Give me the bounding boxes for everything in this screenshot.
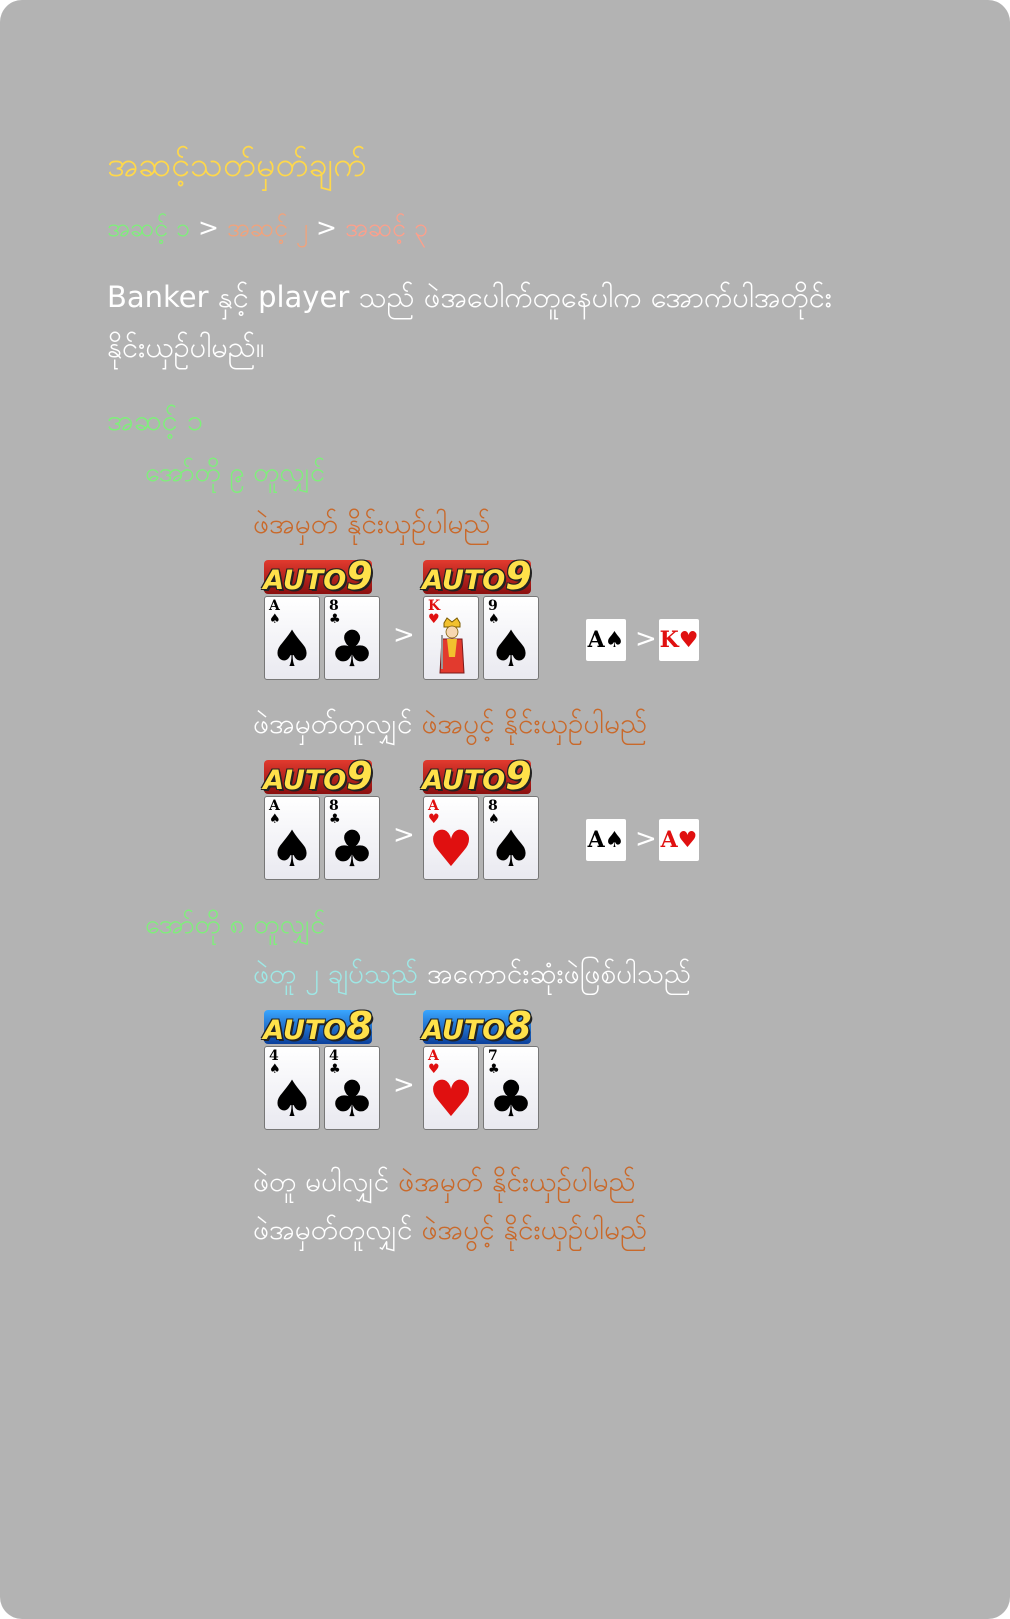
page-title: အဆင့်သတ်မှတ်ချက် <box>107 145 367 185</box>
club-icon: ♣ <box>329 1070 375 1128</box>
playing-card: 8 ♣ ♣ <box>324 796 380 880</box>
greater-than-sign: > <box>393 1070 415 1100</box>
spade-icon: ♠ <box>269 1070 315 1128</box>
auto9-heading: အော်တို ၉ တူလျှင် <box>145 457 326 488</box>
club-icon: ♣ <box>329 620 375 678</box>
auto9-badge: AUTO9 <box>263 554 373 598</box>
greater-than-sign: > <box>393 820 415 850</box>
auto8-heading: အော်တို ၈ တူလျှင် <box>145 909 326 940</box>
auto8-rule-suits: ဖဲအမှတ်တူလျှင် ဖဲအပွင့် နိုင်းယှဉ်ပါမည် <box>253 1213 648 1246</box>
spade-icon: ♠ <box>488 620 534 678</box>
spade-icon: ♠ <box>269 620 315 678</box>
heart-icon: ♥ <box>428 820 474 878</box>
club-icon: ♣ <box>488 1070 534 1128</box>
breadcrumb-step-2[interactable]: အဆင့် ၂ <box>226 213 309 242</box>
playing-card-king: K ♥ <box>423 596 479 680</box>
chip-right: K♥ <box>659 619 699 661</box>
greater-than-sign: > <box>393 620 415 650</box>
spade-icon: ♠ <box>269 820 315 878</box>
hand-player-1: AUTO9 K ♥ 9 ♠ ♠ <box>415 554 539 682</box>
auto9-badge: AUTO9 <box>263 754 373 798</box>
greater-than-sign: > <box>635 624 657 654</box>
auto8-badge: AUTO8 <box>263 1004 373 1048</box>
breadcrumb-step-3[interactable]: အဆင့် ၃ <box>344 213 428 242</box>
hand-player-3: AUTO8 A ♥ ♥ 7 ♣ ♣ <box>415 1004 539 1132</box>
playing-card: 8 ♣ ♣ <box>324 596 380 680</box>
auto8-rule-points: ဖဲတူ မပါလျှင် ဖဲအမှတ် နိုင်းယှဉ်ပါမည် <box>253 1165 636 1198</box>
chip-left: A♠ <box>586 619 626 661</box>
breadcrumb-step-1[interactable]: အဆင့် ၁ <box>107 213 190 242</box>
playing-card: A ♥ ♥ <box>423 1046 479 1130</box>
heart-icon: ♥ <box>428 1070 474 1128</box>
playing-card: 4 ♣ ♣ <box>324 1046 380 1130</box>
breadcrumb-separator: > <box>316 213 337 242</box>
playing-card: 7 ♣ ♣ <box>483 1046 539 1130</box>
club-icon: ♣ <box>329 820 375 878</box>
spade-icon: ♠ <box>488 820 534 878</box>
auto8-rule-pair: ဖဲတူ ၂ ချပ်သည် အကောင်းဆုံးဖဲဖြစ်ပါသည် <box>253 957 692 990</box>
auto9-rule-suits: ဖဲအမှတ်တူလျှင် ဖဲအပွင့် နိုင်းယှဉ်ပါမည် <box>253 707 648 740</box>
king-face-icon <box>439 617 465 674</box>
chip-left: A♠ <box>586 819 626 861</box>
auto8-badge: AUTO8 <box>422 1004 532 1048</box>
playing-card: A ♠ ♠ <box>264 596 320 680</box>
hand-banker-2: AUTO9 A ♠ ♠ 8 ♣ ♣ <box>256 754 380 882</box>
hand-banker-1: AUTO9 A ♠ ♠ 8 ♣ ♣ <box>256 554 380 682</box>
auto9-badge: AUTO9 <box>422 754 532 798</box>
auto9-rule-points: ဖဲအမှတ် နိုင်းယှဉ်ပါမည် <box>253 507 491 540</box>
level-1-heading: အဆင့် ၁ <box>107 403 204 437</box>
playing-card: 4 ♠ ♠ <box>264 1046 320 1130</box>
breadcrumb-separator: > <box>197 213 219 242</box>
playing-card: 9 ♠ ♠ <box>483 596 539 680</box>
hand-player-2: AUTO9 A ♥ ♥ 8 ♠ ♠ <box>415 754 539 882</box>
chip-right: A♥ <box>659 819 699 861</box>
playing-card: A ♥ ♥ <box>423 796 479 880</box>
greater-than-sign: > <box>635 824 657 854</box>
auto9-badge: AUTO9 <box>422 554 532 598</box>
description-line-2: နိုင်းယှဉ်ပါမည်။ <box>107 330 265 364</box>
description: Banker နှင့် player သည် ဖဲအပေါက်တူနေပါက … <box>107 272 832 372</box>
hand-banker-3: AUTO8 4 ♠ ♠ 4 ♣ ♣ <box>256 1004 380 1132</box>
breadcrumb: အဆင့် ၁ > အဆင့် ၂ > အဆင့် ၃ <box>107 212 428 249</box>
description-line-1: Banker နှင့် player သည် ဖဲအပေါက်တူနေပါက … <box>107 280 833 314</box>
playing-card: 8 ♠ ♠ <box>483 796 539 880</box>
playing-card: A ♠ ♠ <box>264 796 320 880</box>
